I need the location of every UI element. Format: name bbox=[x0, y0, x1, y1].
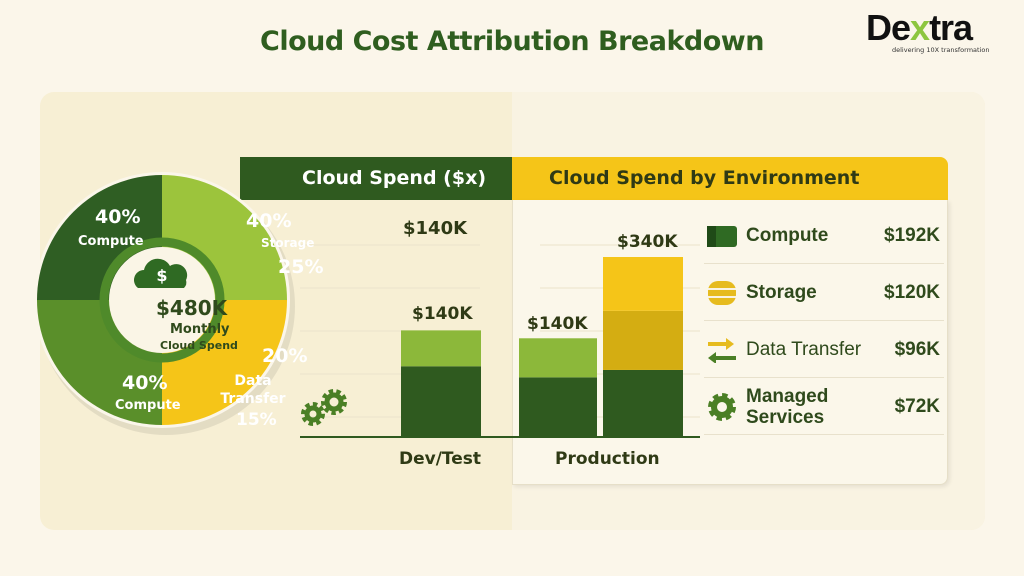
page-title: Cloud Cost Attribution Breakdown bbox=[260, 26, 764, 57]
env-row-data-transfer: Data Transfer $96K bbox=[704, 322, 944, 378]
slice-name-storage: Storage bbox=[261, 236, 315, 250]
env-value: $96K bbox=[894, 338, 940, 360]
cloud-dollar-icon bbox=[133, 258, 188, 288]
slice-pct-storage: 40% bbox=[246, 210, 292, 232]
dextra-logo: Dextra delivering 10X transformation bbox=[866, 7, 1016, 55]
gears-icon bbox=[324, 392, 344, 412]
donut-center-label-2: Cloud Spend bbox=[160, 339, 238, 352]
env-label: Data Transfer bbox=[746, 339, 862, 360]
env-row-compute: Compute $192K bbox=[704, 208, 944, 264]
category-label-devtest: Dev/Test bbox=[399, 449, 482, 469]
category-label-production: Production bbox=[555, 449, 660, 469]
slice-pct-compute-bottom: 40% bbox=[122, 372, 168, 394]
donut-center bbox=[109, 247, 215, 353]
donut-inner-ring bbox=[99, 237, 225, 363]
bar-chart-header: Cloud Spend ($x) bbox=[240, 157, 512, 200]
bar-segment bbox=[519, 377, 597, 437]
bar-label-devtest: $140K bbox=[412, 304, 473, 324]
slice-name-compute-bottom: Compute bbox=[115, 398, 181, 413]
env-row-storage: Storage $120K bbox=[704, 265, 944, 321]
logo-tagline: delivering 10X transformation bbox=[892, 46, 990, 54]
bar-segment bbox=[519, 338, 597, 378]
gears-icon bbox=[301, 402, 325, 426]
server-block-icon bbox=[704, 223, 740, 249]
environment-header: Cloud Spend by Environment bbox=[512, 157, 948, 200]
slice-name-compute-top: Compute bbox=[78, 234, 144, 249]
dollar-sign: $ bbox=[156, 266, 167, 285]
donut-center-value: $480K bbox=[156, 296, 228, 320]
env-label: Storage bbox=[746, 282, 817, 303]
bar-segment bbox=[401, 330, 481, 367]
bar-segment bbox=[603, 310, 683, 370]
env-value: $192K bbox=[884, 224, 940, 246]
slice-extra-data-transfer: 15% bbox=[236, 410, 277, 430]
donut-center-label-1: Monthly bbox=[170, 322, 230, 337]
env-row-managed-services: Managed Services $72K bbox=[704, 379, 944, 435]
slice-pct-data-transfer: 20% bbox=[262, 345, 308, 367]
gears-icon bbox=[321, 389, 347, 415]
bar-segment bbox=[401, 366, 481, 437]
bar-segment bbox=[603, 257, 683, 311]
slice-extra-storage: 25% bbox=[278, 256, 324, 278]
bar-label-production-1: $140K bbox=[527, 314, 588, 334]
slice-pct-compute-top: 40% bbox=[95, 206, 141, 228]
database-icon bbox=[704, 277, 740, 309]
env-value: $72K bbox=[894, 395, 940, 417]
bar-segment bbox=[603, 369, 683, 437]
floating-value-label: $140K bbox=[403, 218, 468, 239]
env-label: Managed Services bbox=[746, 385, 829, 428]
gears-icon bbox=[304, 405, 322, 423]
env-value: $120K bbox=[884, 281, 940, 303]
bar-label-production-2: $340K bbox=[617, 232, 678, 252]
gear-icon bbox=[704, 390, 740, 424]
transfer-arrows-icon bbox=[704, 337, 740, 363]
env-label: Compute bbox=[746, 225, 829, 246]
slice-name-data-transfer: Data Transfer bbox=[220, 373, 286, 407]
logo-wordmark: Dextra bbox=[866, 7, 973, 48]
